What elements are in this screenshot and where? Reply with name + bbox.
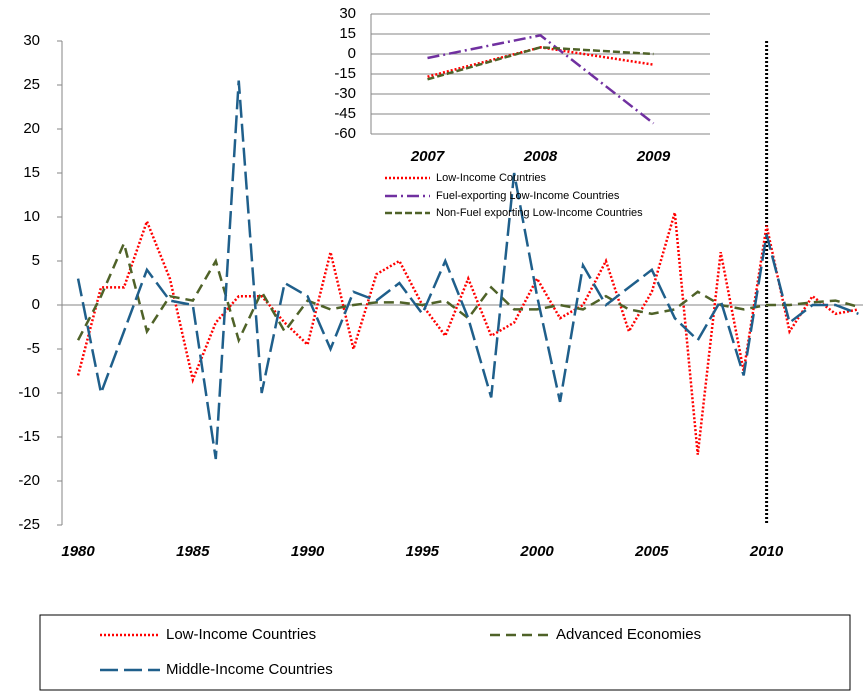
legend-label: Low-Income Countries: [166, 626, 316, 643]
y-tick-label: -45: [334, 105, 356, 122]
x-tick-label: 2000: [519, 543, 554, 560]
x-tick-label: 2010: [749, 543, 784, 560]
y-tick-label: -20: [18, 472, 40, 489]
y-tick-label: -15: [18, 428, 40, 445]
y-tick-label: 25: [23, 76, 40, 93]
x-tick-label: 2005: [634, 543, 669, 560]
series-line: [76, 80, 859, 460]
series-line: [427, 46, 654, 78]
y-tick-label: 30: [23, 32, 40, 49]
series-line: [427, 46, 654, 81]
series-line: [76, 212, 859, 455]
x-tick-label: 1995: [406, 543, 440, 560]
x-tick-label: 1985: [176, 543, 210, 560]
y-tick-label: -15: [334, 65, 356, 82]
y-tick-label: 15: [339, 25, 356, 42]
y-tick-label: -10: [18, 384, 40, 401]
y-tick-label: 0: [348, 45, 356, 62]
legend-label: Low-Income Countries: [436, 172, 547, 184]
y-tick-label: 15: [23, 164, 40, 181]
y-tick-label: -30: [334, 85, 356, 102]
y-tick-label: -60: [334, 125, 356, 142]
legend-label: Non-Fuel exporting Low-Income Countries: [436, 207, 643, 219]
legend-label: Advanced Economies: [556, 626, 701, 643]
series-line: [76, 239, 859, 344]
y-tick-label: 20: [23, 120, 40, 137]
legend-box: [39, 614, 851, 691]
x-tick-label: 1980: [61, 543, 95, 560]
y-tick-label: -5: [27, 340, 40, 357]
y-tick-label: 10: [23, 208, 40, 225]
x-tick-label: 2007: [410, 148, 445, 165]
x-tick-label: 2008: [523, 148, 558, 165]
series-line: [427, 33, 655, 125]
legend-label: Middle-Income Countries: [166, 661, 333, 678]
legend-label: Fuel-exporting Low-Income Countries: [436, 190, 620, 202]
x-tick-label: 1990: [291, 543, 325, 560]
y-tick-label: 5: [32, 252, 40, 269]
y-tick-label: 30: [339, 5, 356, 22]
x-tick-label: 2009: [636, 148, 671, 165]
y-tick-label: 0: [32, 296, 40, 313]
y-tick-label: -25: [18, 516, 40, 533]
